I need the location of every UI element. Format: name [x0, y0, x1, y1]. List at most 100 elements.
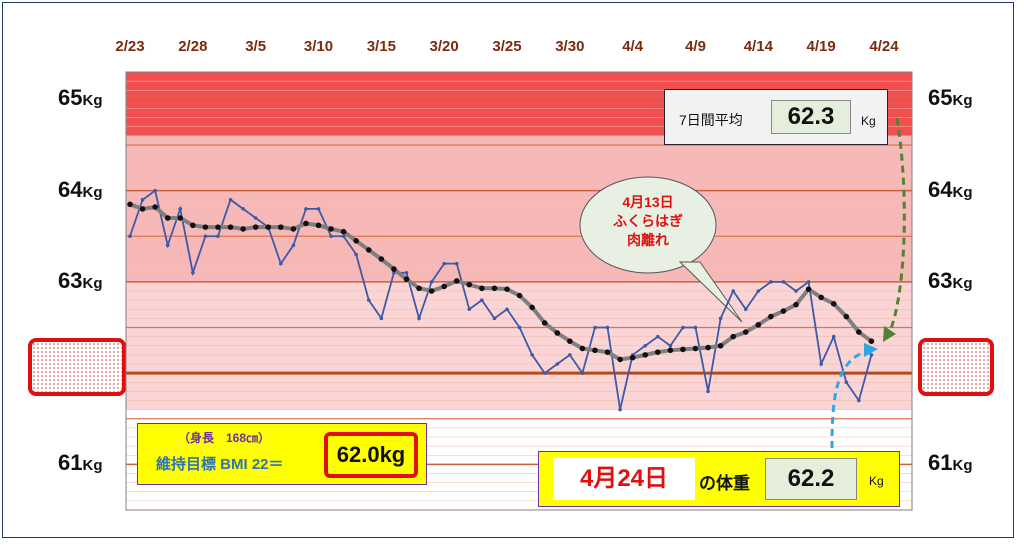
- average-point-57: [843, 313, 850, 320]
- average-point-40: [629, 354, 636, 361]
- goal-value: 62.0kg: [324, 432, 418, 478]
- average-point-39: [617, 356, 623, 363]
- average-point-9: [240, 226, 246, 232]
- x-tick-label: 3/5: [245, 38, 267, 55]
- average-point-10: [252, 224, 259, 230]
- daily-point-55: [819, 362, 823, 366]
- daily-point-23: [417, 316, 421, 321]
- y-tick-unit: Kg: [82, 183, 103, 201]
- daily-point-5: [191, 270, 195, 275]
- average-point-58: [856, 329, 862, 335]
- average-point-17: [340, 228, 347, 235]
- daily-point-50: [756, 289, 761, 293]
- average-point-30: [504, 286, 510, 292]
- daily-point-43: [668, 343, 673, 348]
- avg-arrow: [886, 117, 906, 337]
- daily-point-10: [253, 216, 258, 220]
- daily-point-54: [806, 280, 811, 284]
- average-point-54: [805, 286, 812, 292]
- today-arrow-head: [864, 343, 878, 357]
- average-point-21: [391, 266, 397, 272]
- y-tick-number: 63: [928, 267, 953, 293]
- avg-arrow-head: [883, 326, 896, 342]
- avg-label: 7日間平均: [679, 112, 743, 128]
- note-text-2: 肉離れ: [627, 232, 669, 248]
- average-point-23: [416, 285, 422, 292]
- today-weight-box: 4月24日 の体重 62.2 Kg: [538, 451, 900, 507]
- average-point-15: [315, 222, 322, 229]
- daily-point-53: [794, 289, 798, 293]
- daily-point-3: [165, 243, 170, 248]
- average-point-50: [755, 321, 762, 328]
- average-point-18: [353, 238, 360, 244]
- highlight-62-left: [28, 338, 126, 396]
- y-tick-label: 64Kg: [928, 177, 972, 203]
- daily-point-15: [316, 207, 321, 211]
- average-point-43: [667, 347, 674, 354]
- daily-point-29: [492, 316, 497, 321]
- x-tick-label: 3/30: [555, 38, 585, 55]
- daily-point-25: [442, 261, 446, 266]
- y-tick-unit: Kg: [82, 92, 103, 110]
- average-point-53: [793, 301, 799, 308]
- x-tick-label: 2/23: [115, 38, 145, 55]
- y-tick-number: 65: [928, 85, 953, 111]
- note-text-1: ふくらはぎ: [613, 213, 683, 229]
- average-point-35: [567, 338, 573, 344]
- average-point-7: [215, 224, 221, 230]
- daily-point-1: [140, 197, 145, 202]
- daily-point-31: [517, 325, 522, 330]
- average-point-8: [227, 224, 234, 230]
- average-point-25: [441, 283, 447, 290]
- average-point-28: [479, 285, 485, 292]
- average-point-14: [303, 220, 309, 227]
- average-point-41: [642, 352, 649, 358]
- average-point-19: [365, 247, 372, 253]
- note-bubble: [579, 176, 717, 274]
- average-point-29: [491, 285, 498, 292]
- y-tick-number: 65: [58, 85, 83, 111]
- daily-point-13: [291, 243, 296, 248]
- average-point-49: [742, 329, 749, 335]
- average-point-48: [730, 333, 736, 340]
- daily-point-16: [329, 234, 333, 239]
- daily-point-56: [831, 334, 836, 339]
- daily-point-28: [480, 298, 484, 302]
- daily-point-38: [605, 325, 610, 330]
- y-tick-unit: Kg: [82, 274, 103, 292]
- average-point-56: [830, 300, 837, 307]
- chart-frame: [2, 2, 1014, 538]
- y-tick-number: 61: [928, 450, 953, 476]
- daily-point-51: [769, 280, 773, 284]
- plot-border: [125, 71, 913, 511]
- y-tick-number: 64: [58, 176, 83, 202]
- average-point-52: [780, 308, 787, 314]
- x-tick-label: 3/20: [429, 38, 459, 55]
- average-point-38: [604, 349, 611, 355]
- average-point-27: [466, 281, 473, 288]
- daily-point-12: [279, 261, 283, 266]
- daily-point-44: [681, 325, 685, 330]
- y-tick-unit: Kg: [82, 457, 103, 475]
- average-point-4: [177, 215, 184, 221]
- average-point-1: [139, 206, 146, 212]
- highlight-62-right: [918, 338, 994, 396]
- average-point-34: [554, 330, 561, 336]
- y-tick-label: 65Kg: [58, 85, 102, 111]
- daily-point-7: [216, 234, 220, 239]
- average-point-45: [692, 345, 699, 352]
- daily-point-35: [568, 353, 572, 357]
- average-point-24: [428, 288, 435, 294]
- daily-point-32: [530, 353, 534, 357]
- y-tick-unit: Kg: [952, 274, 973, 292]
- x-tick-label: 4/24: [869, 38, 899, 55]
- x-tick-label: 4/4: [622, 38, 644, 55]
- daily-point-58: [857, 398, 861, 403]
- average-point-5: [190, 222, 196, 229]
- today-label: の体重: [699, 474, 750, 493]
- average-point-6: [202, 224, 209, 230]
- average-point-37: [592, 347, 598, 354]
- daily-point-46: [706, 389, 710, 394]
- daily-point-49: [743, 307, 748, 312]
